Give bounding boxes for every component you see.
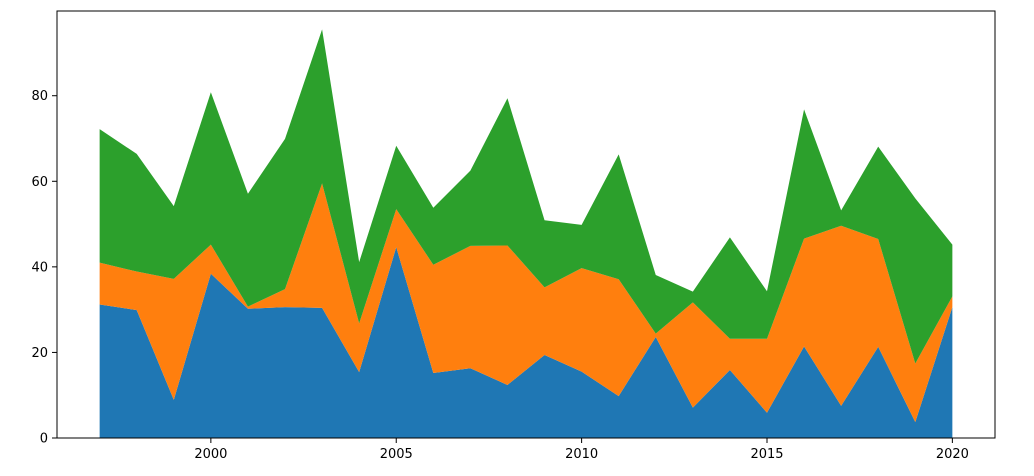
- x-tick-label: 2000: [194, 447, 227, 462]
- plot-frame: [56, 10, 996, 439]
- y-tick-label: 80: [31, 89, 48, 104]
- x-axis-ticks: 2000 2005 2010 2015 2020: [194, 438, 969, 462]
- y-tick-label: 40: [31, 260, 48, 275]
- y-tick-label: 0: [40, 432, 48, 447]
- y-axis-ticks: 0 20 40 60 80: [31, 89, 57, 447]
- x-tick-label: 2010: [565, 447, 598, 462]
- y-tick-label: 20: [31, 346, 48, 361]
- x-tick-label: 2020: [936, 447, 969, 462]
- area-series-3: [99, 29, 953, 364]
- series-areas: [99, 29, 953, 438]
- area-series-1: [99, 247, 953, 438]
- x-tick-label: 2005: [380, 447, 413, 462]
- area-series-2: [99, 183, 953, 423]
- y-tick-label: 60: [31, 175, 48, 190]
- x-tick-label: 2015: [750, 447, 783, 462]
